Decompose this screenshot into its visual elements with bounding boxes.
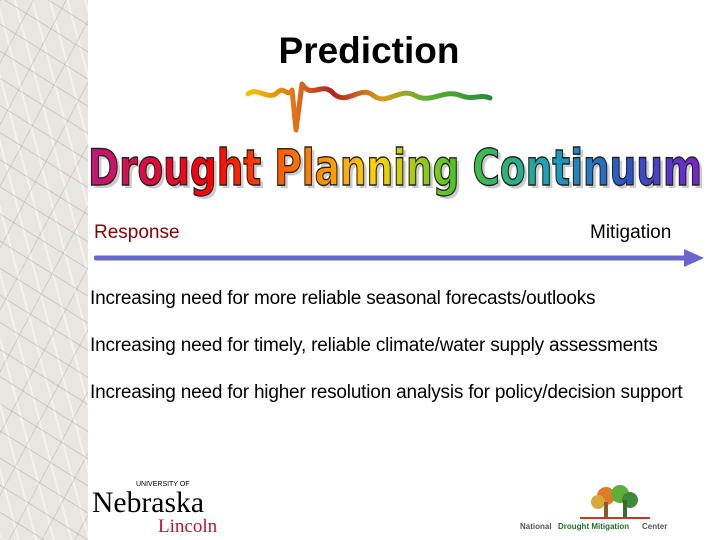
- banner-text: Drought Planning Continuum: [88, 139, 702, 197]
- unl-logo: UNIVERSITY OF Nebraska Lincoln: [92, 481, 218, 536]
- svg-text:Nebraska: Nebraska: [92, 486, 204, 519]
- continuum-arrow: [94, 249, 704, 267]
- svg-text:Drought Planning Continuum: Drought Planning Continuum: [91, 142, 705, 200]
- svg-text:Center: Center: [642, 522, 667, 531]
- svg-text:National: National: [520, 522, 552, 531]
- bullet-item: Increasing need for timely, reliable cli…: [90, 335, 658, 356]
- bullet-list: Increasing need for more reliable season…: [90, 287, 715, 428]
- bullet-item: Increasing need for higher resolution an…: [90, 382, 683, 403]
- mitigation-label: Mitigation: [590, 222, 672, 243]
- svg-text:UNIVERSITY OF: UNIVERSITY OF: [136, 481, 190, 488]
- rainbow-squiggle-icon: [245, 81, 493, 133]
- svg-text:Drought Mitigation: Drought Mitigation: [558, 522, 629, 531]
- drought-planning-continuum-banner: Drought Planning Continuum Drought Plann…: [87, 138, 705, 200]
- slide-title: Prediction: [278, 30, 460, 71]
- svg-text:Lincoln: Lincoln: [158, 516, 218, 536]
- bullet-item: Increasing need for more reliable season…: [90, 288, 596, 309]
- cracked-earth-texture: [0, 0, 88, 540]
- response-label: Response: [94, 222, 180, 243]
- ndmc-logo: National Drought Mitigation Center: [520, 485, 667, 531]
